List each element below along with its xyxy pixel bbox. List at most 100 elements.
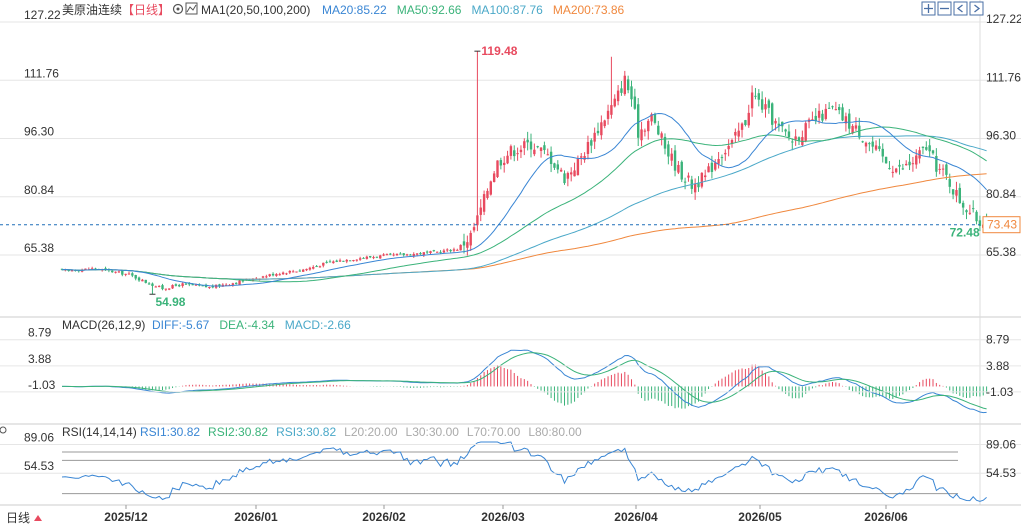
indicator-value: L20:20.00 xyxy=(344,425,398,439)
indicator-value: L70:70.00 xyxy=(467,425,521,439)
candle xyxy=(436,251,439,253)
period-button[interactable]: 日线 xyxy=(0,509,50,526)
rsi-label: RSI(14,14,14) xyxy=(62,425,137,439)
price-tick-left: 65.38 xyxy=(24,241,54,255)
candle xyxy=(496,160,499,178)
candle xyxy=(898,159,901,175)
candle xyxy=(124,273,127,277)
zoom-out-icon[interactable] xyxy=(937,1,952,16)
candle xyxy=(117,270,121,273)
macd-tick-right: 3.88 xyxy=(986,359,1010,373)
candle xyxy=(972,200,975,213)
candle xyxy=(543,141,546,155)
scroll-left-icon[interactable] xyxy=(953,1,968,16)
candle xyxy=(506,150,509,165)
candle xyxy=(355,259,358,262)
date-tick: 2026/04 xyxy=(614,510,658,524)
candle xyxy=(838,104,841,115)
price-tick-left: 111.76 xyxy=(24,66,59,80)
candle xyxy=(921,146,925,155)
indicator-value: L80:80.00 xyxy=(528,425,582,439)
candle xyxy=(891,165,894,178)
candle xyxy=(291,269,295,273)
candle xyxy=(740,122,744,138)
ma20-line xyxy=(61,112,987,287)
price-tick-right: 80.84 xyxy=(986,187,1016,201)
ma-indicator-label: MA1(20,50,100,200) xyxy=(201,3,310,17)
candle xyxy=(861,140,864,143)
candle xyxy=(693,178,697,200)
candle xyxy=(405,253,409,257)
scroll-right-icon[interactable] xyxy=(969,1,984,16)
macd-diff-line xyxy=(62,349,987,414)
candle xyxy=(613,94,616,108)
price-panel[interactable]: 119.48 54.98 72.48 73.43 127.22 127.22 111… xyxy=(0,8,1021,309)
candle xyxy=(385,253,389,256)
candle xyxy=(178,283,181,288)
candle xyxy=(268,273,271,278)
gear-icon[interactable] xyxy=(172,3,184,15)
candle xyxy=(352,259,355,262)
macd-panel[interactable]: MACD(26,12,9) DIFF:-5.67 DEA:-4.34 MACD:-2… xyxy=(0,318,1021,414)
candle xyxy=(281,271,285,275)
candle xyxy=(606,104,610,125)
candle xyxy=(596,122,600,136)
candle xyxy=(767,98,771,114)
indicator-value: RSI2:30.82 xyxy=(208,425,268,439)
candle xyxy=(814,108,817,125)
candle xyxy=(174,283,178,287)
candle xyxy=(335,259,338,263)
candle xyxy=(961,200,965,215)
candle xyxy=(737,122,740,141)
candle xyxy=(777,117,781,132)
candle xyxy=(643,128,647,137)
candle xyxy=(104,266,107,271)
candle xyxy=(526,131,529,151)
candle xyxy=(298,269,302,272)
candle xyxy=(338,258,342,262)
candle xyxy=(908,153,911,171)
candle xyxy=(127,271,131,275)
candle xyxy=(362,257,365,259)
candle xyxy=(660,131,663,146)
candle xyxy=(369,255,372,259)
candle xyxy=(389,252,392,256)
svg-text:73.43: 73.43 xyxy=(987,218,1017,232)
chart-toolbar xyxy=(921,1,984,16)
candle xyxy=(673,145,677,177)
candle xyxy=(657,120,660,136)
candle xyxy=(958,183,961,204)
candle xyxy=(422,252,425,258)
candle xyxy=(261,275,265,279)
candle xyxy=(238,279,241,285)
indicator-value: MA20:85.22 xyxy=(322,3,387,17)
price-tick-left: 80.84 xyxy=(24,183,54,197)
candle xyxy=(302,268,305,272)
candle xyxy=(121,269,124,277)
candle xyxy=(134,274,137,281)
candle xyxy=(938,163,941,175)
macd-tick-left: -1.03 xyxy=(28,378,56,392)
candle xyxy=(214,284,218,289)
instrument-title: 美原油连续【日线】 xyxy=(62,2,170,17)
candle xyxy=(499,157,503,170)
candle xyxy=(161,283,164,291)
candle xyxy=(931,149,935,155)
candle xyxy=(707,163,710,173)
candle xyxy=(583,152,586,163)
candle xyxy=(305,268,308,272)
rsi-panel[interactable]: RSI(14,14,14) RSI1:30.82 RSI2:30.82 RSI3:3… xyxy=(0,425,1021,502)
indicator-value: RSI3:30.82 xyxy=(276,425,336,439)
candle xyxy=(295,271,298,273)
low-price-label: 54.98 xyxy=(155,295,185,309)
zoom-in-icon[interactable] xyxy=(921,1,936,16)
candle xyxy=(439,250,442,254)
candle xyxy=(975,210,978,225)
date-tick: 2026/06 xyxy=(864,510,908,524)
candle xyxy=(580,153,583,166)
candle xyxy=(328,259,332,263)
candle xyxy=(278,272,281,276)
candle xyxy=(754,87,757,100)
candle xyxy=(556,160,559,174)
candle xyxy=(955,181,958,203)
